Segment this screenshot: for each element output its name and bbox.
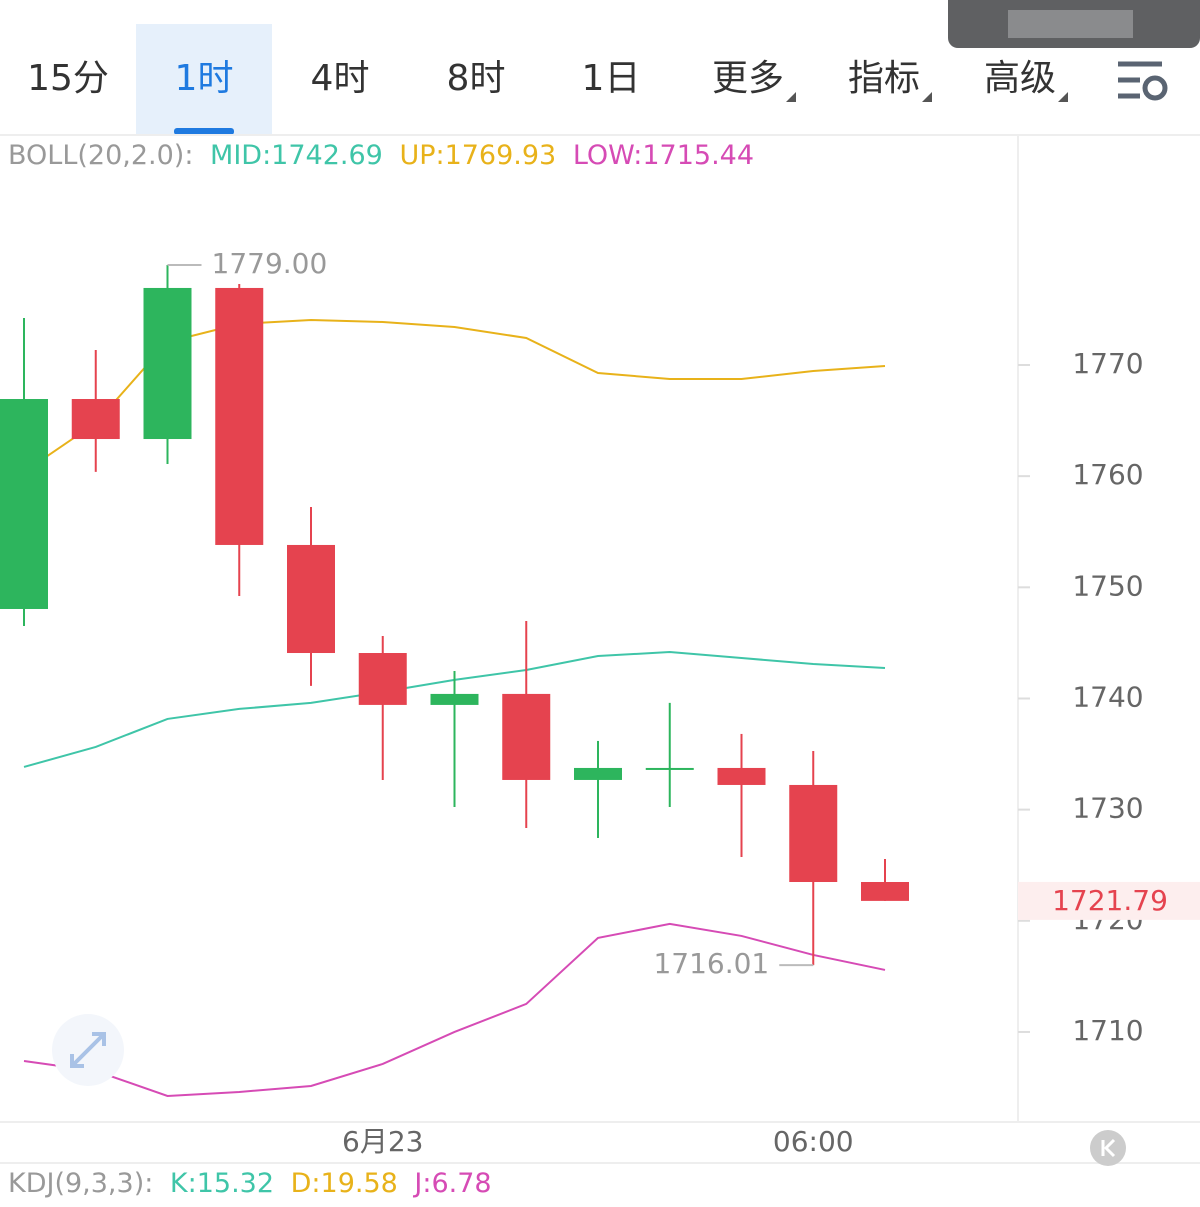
y-tick-label: 1770: [1072, 347, 1143, 380]
kdj-name: KDJ(9,3,3):: [8, 1168, 153, 1199]
tab-bar: 15分 1时 4时 8时 1日 更多 指标 高级: [27, 24, 1068, 135]
kdj-legend: KDJ(9,3,3): K:15.32 D:19.58 J:6.78: [8, 1168, 492, 1199]
x-tick-label: 06:00: [773, 1125, 854, 1158]
tab[interactable]: 1时: [175, 58, 234, 99]
y-tick-label: 1750: [1072, 569, 1143, 602]
dropdown-mark: [1058, 92, 1068, 102]
tab[interactable]: 8时: [447, 58, 506, 99]
candle-body: [430, 693, 479, 705]
boll-line: [23, 922, 886, 1097]
boll-low: LOW:1715.44: [573, 140, 754, 171]
blurred-text: [1008, 10, 1133, 38]
tab[interactable]: 15分: [27, 58, 109, 99]
kdj-j: J:6.78: [412, 1168, 491, 1199]
tab[interactable]: 4时: [311, 58, 370, 99]
candle-body: [287, 544, 335, 654]
latest-button[interactable]: [1090, 1130, 1126, 1166]
min-label: 1716.01: [653, 947, 769, 980]
tab[interactable]: 更多: [712, 58, 784, 99]
candle-body: [645, 767, 694, 770]
candle-body: [215, 287, 264, 545]
active-indicator: [174, 128, 234, 135]
boll-up: UP:1769.93: [399, 140, 556, 171]
candle-body: [574, 767, 622, 780]
boll-legend: BOLL(20,2.0): MID:1742.69 UP:1769.93 LOW…: [8, 140, 754, 171]
active-tab-bg: [136, 24, 272, 135]
tab[interactable]: 1日: [582, 58, 641, 99]
y-tick-label: 1710: [1072, 1014, 1143, 1047]
boll-mid: MID:1742.69: [210, 140, 383, 171]
tab[interactable]: 高级: [984, 58, 1056, 99]
kdj-d: D:19.58: [291, 1168, 398, 1199]
settings-icon[interactable]: [1118, 61, 1168, 101]
boll-name: BOLL(20,2.0):: [8, 140, 193, 171]
dropdown-mark: [786, 92, 796, 102]
candle-body: [358, 653, 407, 705]
y-tick-label: 1730: [1072, 792, 1143, 825]
plot: 17101720173017401750176017706月2306:00177…: [0, 247, 1200, 1158]
candle-body: [143, 287, 192, 440]
max-label: 1779.00: [212, 247, 328, 280]
x-tick-label: 6月23: [342, 1125, 423, 1158]
kdj-k: K:15.32: [170, 1168, 274, 1199]
dropdown-mark: [922, 92, 932, 102]
candle-body: [789, 784, 838, 883]
tab[interactable]: 指标: [848, 58, 920, 99]
price-tag-bg: [1018, 881, 1200, 920]
candle-body: [71, 399, 120, 440]
expand-button[interactable]: [52, 1014, 124, 1086]
candle-body: [717, 767, 766, 785]
y-tick-label: 1740: [1072, 680, 1143, 713]
candle-body: [502, 693, 551, 780]
candle-body: [861, 882, 909, 901]
price-tag: 1721.79: [1052, 884, 1168, 917]
candle-body: [0, 399, 48, 609]
y-tick-label: 1760: [1072, 458, 1143, 491]
